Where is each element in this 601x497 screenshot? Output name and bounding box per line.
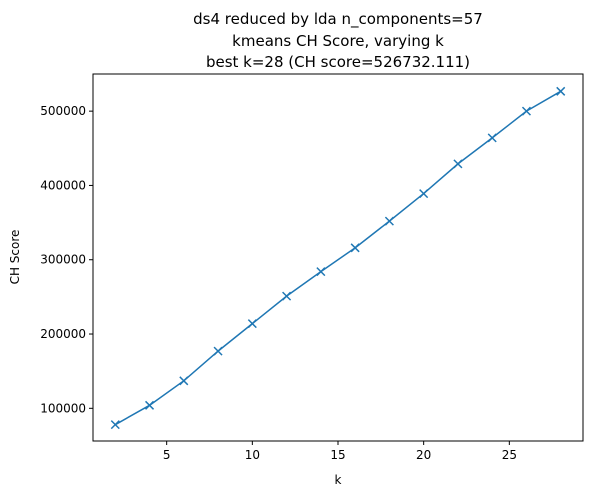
chart-title-line-1: ds4 reduced by lda n_components=57 [193,10,483,29]
data-point-marker [282,291,292,301]
data-point-marker [179,376,189,386]
chart-title-line-2: kmeans CH Score, varying k [232,32,444,50]
chart-title-line-3: best k=28 (CH score=526732.111) [206,53,470,71]
marker-stroke [350,243,360,253]
marker-stroke [556,86,566,96]
chart-title: ds4 reduced by lda n_components=57 kmean… [193,10,483,71]
x-tick-label: 5 [163,448,171,462]
y-tick-label: 500000 [40,104,86,118]
data-point-marker [453,159,463,169]
data-point-marker [419,189,429,199]
data-point-marker [556,86,566,96]
marker-stroke [384,216,394,226]
marker-stroke [453,159,463,169]
y-axis-label: CH Score [8,230,22,285]
marker-stroke [316,267,326,277]
x-tick-label: 15 [330,448,345,462]
data-point-marker [384,216,394,226]
y-tick-label: 100000 [40,401,86,415]
data-point-marker [350,243,360,253]
marker-stroke [110,420,120,430]
y-tick-label: 300000 [40,253,86,267]
marker-stroke [521,106,531,116]
x-axis-ticks: 5 10 15 20 25 [163,441,517,462]
x-tick-label: 20 [416,448,431,462]
data-point-marker [487,133,497,143]
marker-stroke [145,400,155,410]
x-tick-label: 25 [502,448,517,462]
data-point-marker [521,106,531,116]
data-point-marker [247,319,257,329]
plot-area-frame [92,73,584,442]
y-axis-ticks: 100000 200000 300000 400000 500000 [40,104,93,415]
marker-stroke [487,133,497,143]
data-point-marker [110,420,120,430]
data-point-marker [213,346,223,356]
series-ch-score [110,86,566,430]
marker-stroke [419,189,429,199]
series-line [114,90,562,426]
marker-stroke [179,376,189,386]
x-axis-label: k [335,473,342,487]
y-tick-label: 200000 [40,327,86,341]
data-point-marker [145,400,155,410]
marker-stroke [282,291,292,301]
x-tick-label: 10 [245,448,260,462]
y-tick-label: 400000 [40,178,86,192]
data-point-marker [316,267,326,277]
marker-stroke [213,346,223,356]
marker-stroke [247,319,257,329]
